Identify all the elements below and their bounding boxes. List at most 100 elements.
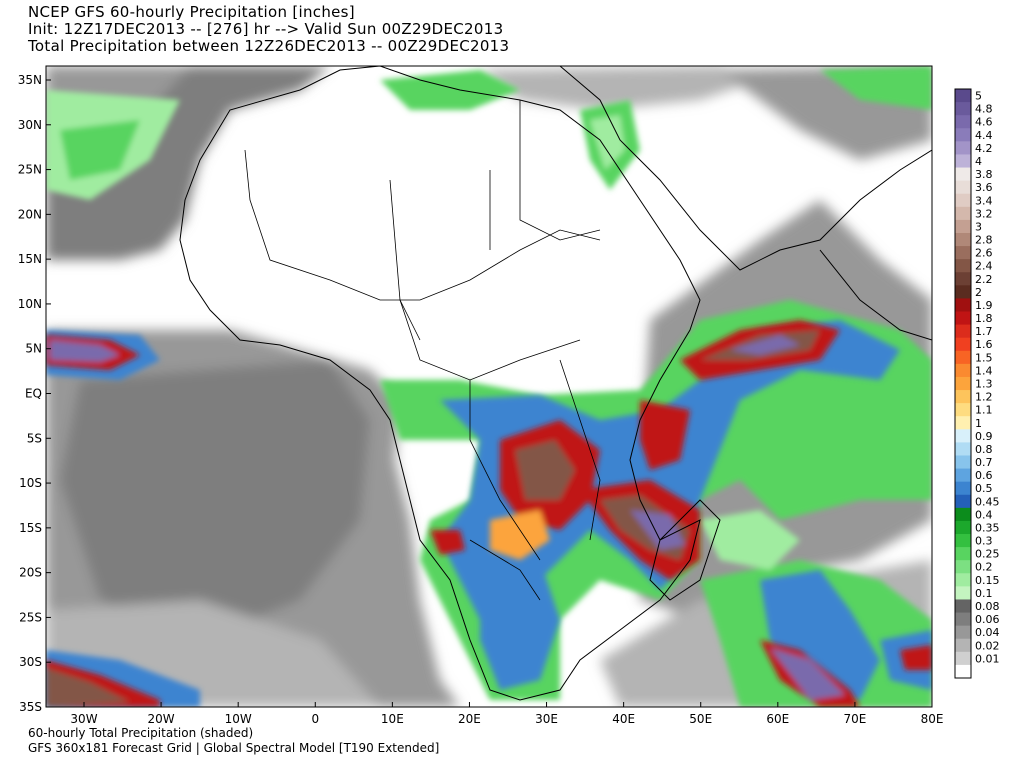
colorbar-label: 0.1 [975,587,993,600]
latitude-axis: 35N 30N 25N 20N 15N 10N 5N EQ 5S 10S 15S 20S 25S 30S 3… [18,73,51,714]
colorbar-swatch [955,573,971,587]
coastlines [179,66,932,701]
colorbar-swatch [955,429,971,443]
colorbar-label: 0.25 [975,548,1000,561]
colorbar-label: 2.6 [975,247,993,260]
colorbar-label: 0.01 [975,652,1000,665]
lat-tick-label: 30N [18,118,42,132]
colorbar-label: 4.6 [975,116,993,129]
colorbar-swatch [955,115,971,129]
longitude-axis: 30W 20W 10W 0 10E 20E 30E 40E 50E 60E 70E 80E [70,702,943,726]
lon-tick-label: 70E [843,712,866,726]
lon-tick-label: 10W [225,712,252,726]
colorbar-frame [954,88,972,679]
lon-tick-label: 30W [70,712,97,726]
lat-tick-label: 5N [25,342,42,356]
colorbar-label: 2.2 [975,273,993,286]
lat-tick-label: 15N [18,252,42,266]
colorbar-swatch [955,232,971,247]
colorbar-label: 0.3 [975,535,993,548]
lat-tick-label: 20S [19,566,42,580]
colorbar-label: 4.2 [975,142,993,155]
country-borders [244,100,601,601]
colorbar-swatch [955,141,971,155]
colorbar-swatch [955,390,971,404]
footer-model-note: GFS 360x181 Forecast Grid | Global Spect… [28,741,440,755]
colorbar-label: 0.8 [975,443,993,456]
colorbar-swatch [955,285,971,299]
colorbar-label: 0.02 [975,639,1000,652]
colorbar-swatch [955,102,971,116]
precip-field [46,66,932,707]
colorbar-label: 2 [975,286,982,299]
colorbar-swatch [955,167,971,182]
colorbar-swatch [955,376,971,391]
colorbar-swatch [955,154,971,169]
colorbar-label: 1.3 [975,378,993,391]
lat-tick-label: 25S [19,610,42,624]
colorbar-label: 1.4 [975,364,993,377]
colorbar-label: 2.8 [975,234,993,247]
colorbar-swatch [955,534,971,548]
colorbar-label: 0.35 [975,521,1000,534]
colorbar-swatch [955,520,971,535]
lat-tick-label: 15S [19,521,42,535]
colorbar: 54.84.64.44.243.83.63.43.232.82.62.42.22… [954,88,1000,679]
colorbar-label: 3.4 [975,194,993,207]
colorbar-swatch [955,494,971,509]
colorbar-label: 0.4 [975,508,993,521]
colorbar-label: 1 [975,417,982,430]
colorbar-label: 0.08 [975,600,1000,613]
colorbar-swatch [955,298,971,313]
lon-tick-label: 60E [766,712,789,726]
colorbar-swatch [955,586,971,600]
colorbar-swatch [955,180,971,195]
colorbar-swatch [955,612,971,627]
colorbar-swatch [955,560,971,574]
colorbar-label: 4.4 [975,129,993,142]
lat-tick-label: EQ [25,387,42,401]
colorbar-swatch [955,363,971,378]
colorbar-swatch [955,337,971,352]
lat-tick-label: 30S [19,655,42,669]
lon-tick-label: 0 [311,712,319,726]
colorbar-label: 1.8 [975,312,993,325]
colorbar-label: 3.6 [975,181,993,194]
lat-tick-label: 5S [27,431,42,445]
colorbar-swatch [955,206,971,221]
colorbar-swatch [955,664,971,679]
lat-tick-label: 35N [18,73,42,87]
colorbar-label: 0.6 [975,469,993,482]
colorbar-label: 0.7 [975,456,993,469]
colorbar-label: 1.9 [975,299,993,312]
colorbar-label: 2.4 [975,260,993,273]
colorbar-label: 1.7 [975,325,993,338]
colorbar-label: 5 [975,90,982,103]
colorbar-label: 4 [975,155,982,168]
colorbar-label: 1.6 [975,338,993,351]
colorbar-label: 1.2 [975,391,993,404]
colorbar-label: 3 [975,220,982,233]
colorbar-label: 0.9 [975,430,993,443]
total-period-line: Total Precipitation between 12Z26DEC2013… [28,37,510,55]
colorbar-swatch [955,324,971,339]
colorbar-swatch [955,246,971,260]
colorbar-swatch [955,651,971,666]
colorbar-swatch [955,259,971,273]
colorbar-swatch [955,625,971,640]
lon-tick-label: 20E [458,712,481,726]
colorbar-swatch [955,547,971,561]
lon-tick-label: 10E [381,712,404,726]
colorbar-label: 0.06 [975,613,1000,626]
colorbar-label: 1.1 [975,404,993,417]
lat-tick-label: 25N [18,163,42,177]
colorbar-swatch [955,219,971,234]
colorbar-label: 0.15 [975,574,1000,587]
colorbar-swatch [955,481,971,496]
lat-tick-label: 35S [19,700,42,714]
colorbar-label: 4.8 [975,103,993,116]
colorbar-swatch [955,350,971,365]
plot-frame [45,65,933,708]
init-valid-line: Init: 12Z17DEC2013 -- [276] hr --> Valid… [28,20,504,38]
